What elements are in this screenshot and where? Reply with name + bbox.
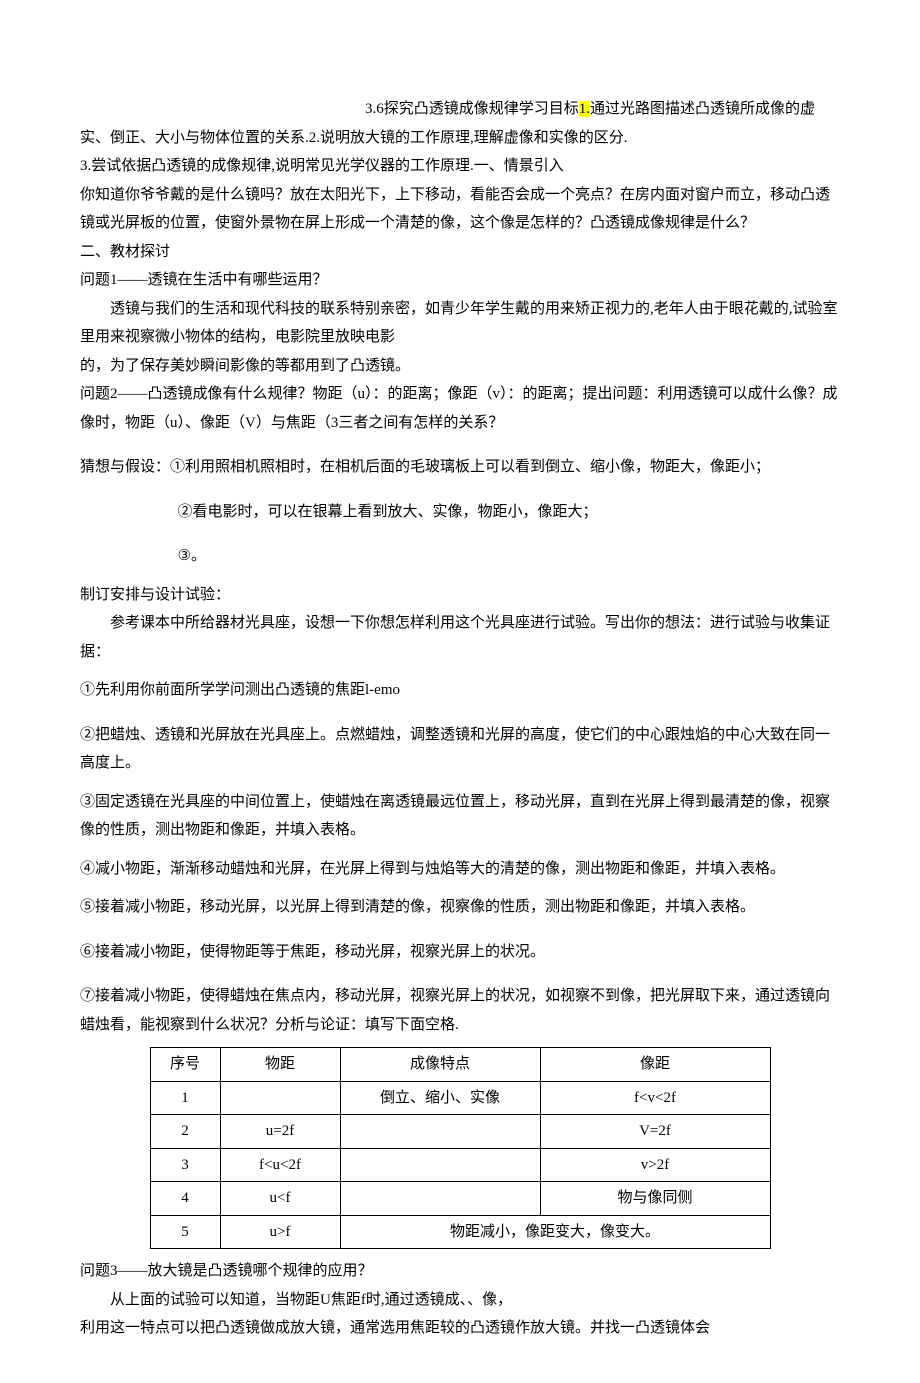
table-cell bbox=[340, 1115, 540, 1149]
step-5: ⑤接着减小物距，移动光屏，以光屏上得到清楚的像，视察像的性质，测出物距和像距，并… bbox=[80, 893, 840, 922]
title-a: 3.6探究凸透镜成像规律学习目标 bbox=[365, 101, 579, 117]
title-b: 通过光路图描述凸透镜所成像的虚 bbox=[590, 101, 815, 117]
results-table: 序号 物距 成像特点 像距 1倒立、缩小、实像f<v<2f2u=2fV=2f3f… bbox=[150, 1047, 771, 1249]
table-cell: 4 bbox=[150, 1182, 220, 1216]
table-cell: 5 bbox=[150, 1215, 220, 1249]
q1-para-1: 透镜与我们的生活和现代科技的联系特别亲密，如青少年学生戴的用来矫正视力的,老年人… bbox=[80, 295, 840, 352]
guess-3: ③。 bbox=[80, 542, 840, 571]
question-1: 问题1——透镜在生活中有哪些运用？ bbox=[80, 266, 840, 295]
step-1: ①先利用你前面所学学问测出凸透镜的焦距l-emo bbox=[80, 676, 840, 705]
table-cell: u>f bbox=[220, 1215, 340, 1249]
table-cell: f<v<2f bbox=[540, 1081, 770, 1115]
table-cell: 物与像同侧 bbox=[540, 1182, 770, 1216]
step-2: ②把蜡烛、透镜和光屏放在光具座上。点燃蜡烛，调整透镜和光屏的高度，使它们的中心跟… bbox=[80, 721, 840, 778]
table-header-row: 序号 物距 成像特点 像距 bbox=[150, 1048, 770, 1082]
table-cell bbox=[220, 1081, 340, 1115]
para-1: 你知道你爷爷戴的是什么镜吗？放在太阳光下，上下移动，看能否会成一个亮点？在房内面… bbox=[80, 181, 840, 238]
table-cell: v>2f bbox=[540, 1148, 770, 1182]
step-3: ③固定透镜在光具座的中间位置上，使蜡烛在离透镜最远位置上，移动光屏，直到在光屏上… bbox=[80, 788, 840, 845]
table-cell: f<u<2f bbox=[220, 1148, 340, 1182]
table-cell bbox=[340, 1182, 540, 1216]
q1-para-2: 的，为了保存美妙瞬间影像的等都用到了凸透镜。 bbox=[80, 352, 840, 381]
table-row: 1 倒立、缩小、实像f<v<2f bbox=[150, 1081, 770, 1115]
step-6: ⑥接着减小物距，使得物距等于焦距，移动光屏，视察光屏上的状况。 bbox=[80, 938, 840, 967]
table-cell: 2 bbox=[150, 1115, 220, 1149]
table-cell: u<f bbox=[220, 1182, 340, 1216]
table-row: 4u<f 物与像同侧 bbox=[150, 1182, 770, 1216]
line3: 3.尝试依据凸透镜的成像规律,说明常见光学仪器的工作原理.一、情景引入 bbox=[80, 152, 840, 181]
table-cell: 物距减小，像距变大，像变大。 bbox=[340, 1215, 770, 1249]
question-2: 问题2——凸透镜成像有什么规律？物距（u）：的距离；像距（v）：的距离；提出问题… bbox=[80, 380, 840, 437]
guess-1: 猜想与假设：①利用照相机照相时，在相机后面的毛玻璃板上可以看到倒立、缩小像，物距… bbox=[80, 453, 840, 482]
line2: 实、倒正、大小与物体位置的关系.2.说明放大镜的工作原理,理解虚像和实像的区分. bbox=[80, 124, 840, 153]
plan-label: 制订安排与设计试验： bbox=[80, 581, 840, 610]
section-2: 二、教材探讨 bbox=[80, 238, 840, 267]
step-4: ④减小物距，渐渐移动蜡烛和光屏，在光屏上得到与烛焰等大的清楚的像，测出物距和像距… bbox=[80, 855, 840, 884]
th-object-distance: 物距 bbox=[220, 1048, 340, 1082]
step-7: ⑦接着减小物距，使得蜡烛在焦点内，移动光屏，视察光屏上的状况，如视察不到像，把光… bbox=[80, 982, 840, 1039]
table-cell: u=2f bbox=[220, 1115, 340, 1149]
th-index: 序号 bbox=[150, 1048, 220, 1082]
table-row: 5u>f物距减小，像距变大，像变大。 bbox=[150, 1215, 770, 1249]
table-cell: 3 bbox=[150, 1148, 220, 1182]
th-image-feature: 成像特点 bbox=[340, 1048, 540, 1082]
question-3: 问题3——放大镜是凸透镜哪个规律的应用？ bbox=[80, 1257, 840, 1286]
table-cell: V=2f bbox=[540, 1115, 770, 1149]
guess-2: ②看电影时，可以在银幕上看到放大、实像，物距小，像距大； bbox=[80, 498, 840, 527]
table-row: 2u=2f V=2f bbox=[150, 1115, 770, 1149]
table-cell: 1 bbox=[150, 1081, 220, 1115]
q3-para-2: 利用这一特点可以把凸透镜做成放大镜，通常选用焦距较的凸透镜作放大镜。并找一凸透镜… bbox=[80, 1314, 840, 1343]
q3-para-1: 从上面的试验可以知道，当物距U焦距f时,通过透镜成、、像， bbox=[80, 1286, 840, 1315]
highlight-1: 1. bbox=[579, 101, 590, 117]
table-cell bbox=[340, 1148, 540, 1182]
table-cell: 倒立、缩小、实像 bbox=[340, 1081, 540, 1115]
table-row: 3f<u<2f v>2f bbox=[150, 1148, 770, 1182]
plan-para: 参考课本中所给器材光具座，设想一下你想怎样利用这个光具座进行试验。写出你的想法：… bbox=[80, 609, 840, 666]
th-image-distance: 像距 bbox=[540, 1048, 770, 1082]
title-line: 3.6探究凸透镜成像规律学习目标1.通过光路图描述凸透镜所成像的虚 bbox=[80, 95, 840, 124]
